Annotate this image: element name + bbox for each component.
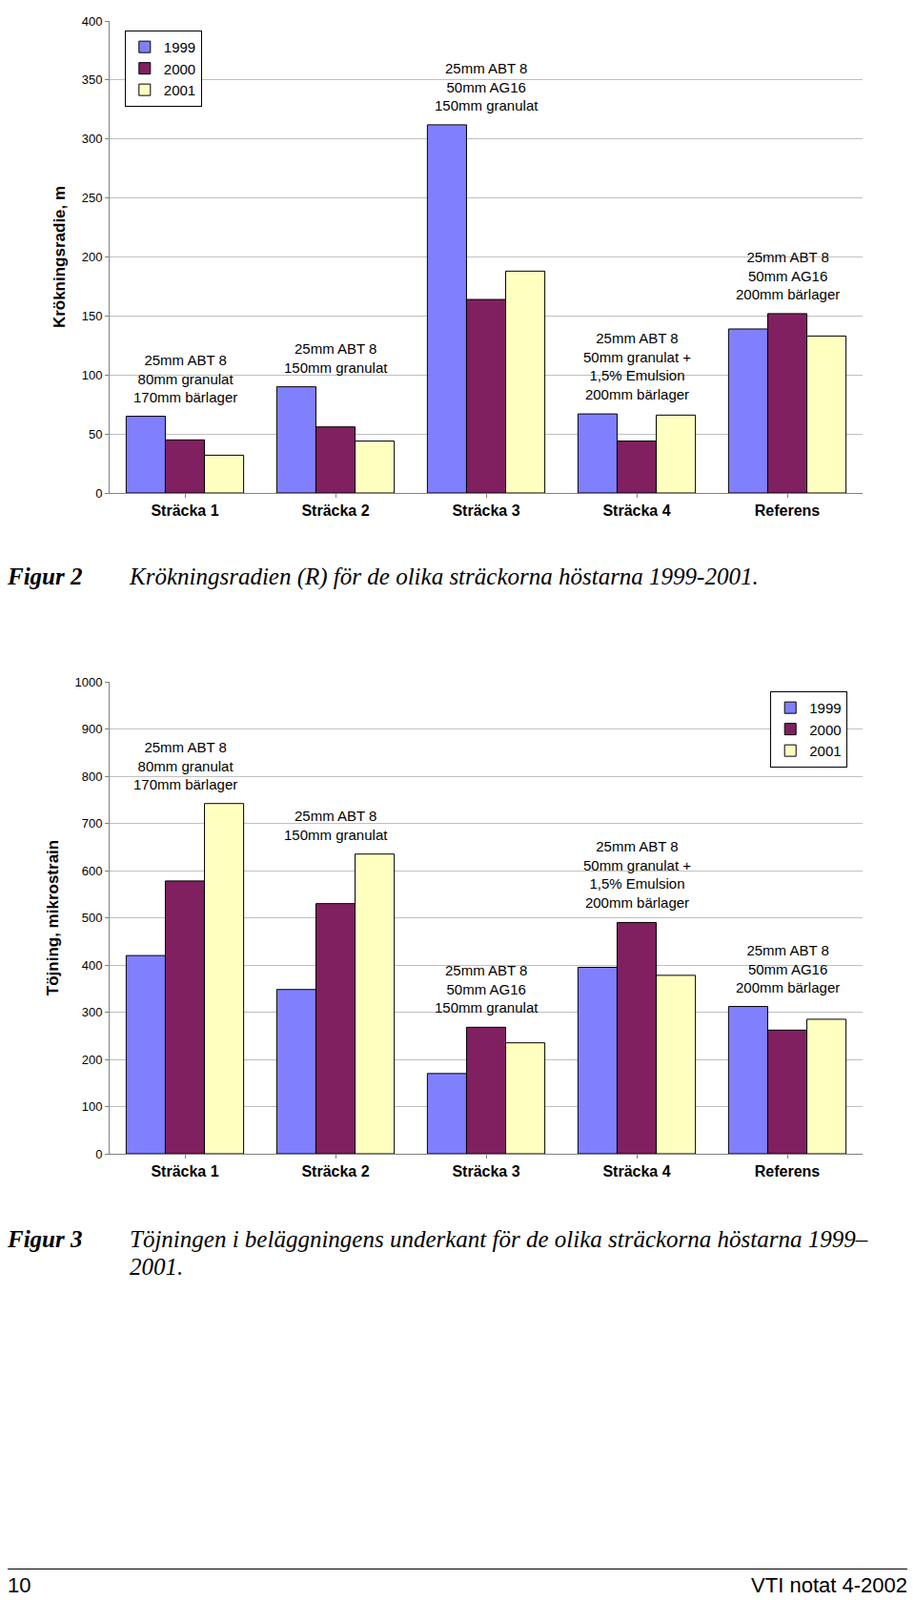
svg-text:Sträcka 1: Sträcka 1 xyxy=(150,1162,219,1180)
html-text:Krökningsradien (R) för de oli: Krökningsradien (R) för de olika sträcko… xyxy=(129,563,759,590)
svg-text:500: 500 xyxy=(81,910,103,925)
svg-text:25mm ABT 880mm granulat170mm b: 25mm ABT 880mm granulat170mm bärlager xyxy=(133,351,238,406)
svg-text:800: 800 xyxy=(81,769,103,784)
svg-text:Sträcka 2: Sträcka 2 xyxy=(301,1162,369,1180)
svg-text:200: 200 xyxy=(81,1052,103,1067)
svg-text:25mm ABT 850mm granulat +1,5%: 25mm ABT 850mm granulat +1,5% Emulsion20… xyxy=(583,837,692,911)
svg-text:Referens: Referens xyxy=(754,1162,821,1180)
svg-text:2001: 2001 xyxy=(163,81,196,99)
svg-text:50: 50 xyxy=(88,427,102,442)
svg-text:200: 200 xyxy=(81,249,103,265)
svg-text:25mm ABT 850mm AG16200mm bärla: 25mm ABT 850mm AG16200mm bärlager xyxy=(735,941,840,996)
svg-text:Sträcka 3: Sträcka 3 xyxy=(451,1162,520,1180)
html-text:Figur 3: Figur 3 xyxy=(7,1225,83,1252)
svg-text:400: 400 xyxy=(81,957,103,973)
svg-text:25mm ABT 850mm AG16150mm granu: 25mm ABT 850mm AG16150mm granulat xyxy=(434,961,539,1016)
html-text:Töjningen i beläggningens unde: Töjningen i beläggningens underkant för … xyxy=(129,1225,868,1280)
svg-text:2001: 2001 xyxy=(809,742,841,759)
svg-text:25mm ABT 8150mm granulat: 25mm ABT 8150mm granulat xyxy=(284,807,388,843)
svg-text:Sträcka 4: Sträcka 4 xyxy=(602,1162,671,1180)
svg-text:25mm ABT 880mm granulat170mm b: 25mm ABT 880mm granulat170mm bärlager xyxy=(133,738,238,793)
svg-text:25mm ABT 850mm granulat +1,5%: 25mm ABT 850mm granulat +1,5% Emulsion20… xyxy=(583,329,692,403)
svg-text:0: 0 xyxy=(95,486,102,501)
html-text:10: 10 xyxy=(7,1572,31,1597)
svg-text:0: 0 xyxy=(95,1146,102,1161)
svg-text:Sträcka 3: Sträcka 3 xyxy=(451,502,520,519)
svg-text:Referens: Referens xyxy=(754,502,821,519)
svg-text:300: 300 xyxy=(81,1004,103,1019)
svg-text:Sträcka 2: Sträcka 2 xyxy=(301,502,369,519)
svg-text:700: 700 xyxy=(81,815,103,831)
html-text:VTI notat 4-2002: VTI notat 4-2002 xyxy=(751,1572,908,1597)
svg-text:600: 600 xyxy=(81,863,103,878)
svg-text:25mm ABT 850mm AG16150mm granu: 25mm ABT 850mm AG16150mm granulat xyxy=(434,60,539,114)
svg-text:1999: 1999 xyxy=(163,39,196,56)
svg-text:100: 100 xyxy=(81,367,103,383)
svg-text:Krökningsradie, m: Krökningsradie, m xyxy=(50,185,69,328)
svg-text:2000: 2000 xyxy=(809,721,841,738)
svg-text:1000: 1000 xyxy=(74,674,102,690)
svg-text:400: 400 xyxy=(81,14,103,29)
svg-text:100: 100 xyxy=(81,1098,103,1114)
svg-text:1999: 1999 xyxy=(809,699,841,716)
svg-text:300: 300 xyxy=(81,131,103,146)
svg-text:25mm ABT 8150mm granulat: 25mm ABT 8150mm granulat xyxy=(284,340,388,376)
svg-text:Sträcka 4: Sträcka 4 xyxy=(602,502,671,519)
svg-text:Sträcka 1: Sträcka 1 xyxy=(150,502,219,519)
svg-text:250: 250 xyxy=(81,190,103,205)
svg-text:350: 350 xyxy=(81,72,103,87)
svg-text:150: 150 xyxy=(81,308,103,324)
svg-text:25mm ABT 850mm AG16200mm bärla: 25mm ABT 850mm AG16200mm bärlager xyxy=(735,248,840,303)
svg-text:2000: 2000 xyxy=(163,61,196,78)
svg-text:900: 900 xyxy=(81,721,103,736)
svg-text:Töjning, mikrostrain: Töjning, mikrostrain xyxy=(43,839,62,996)
html-text:Figur 2: Figur 2 xyxy=(7,563,83,590)
